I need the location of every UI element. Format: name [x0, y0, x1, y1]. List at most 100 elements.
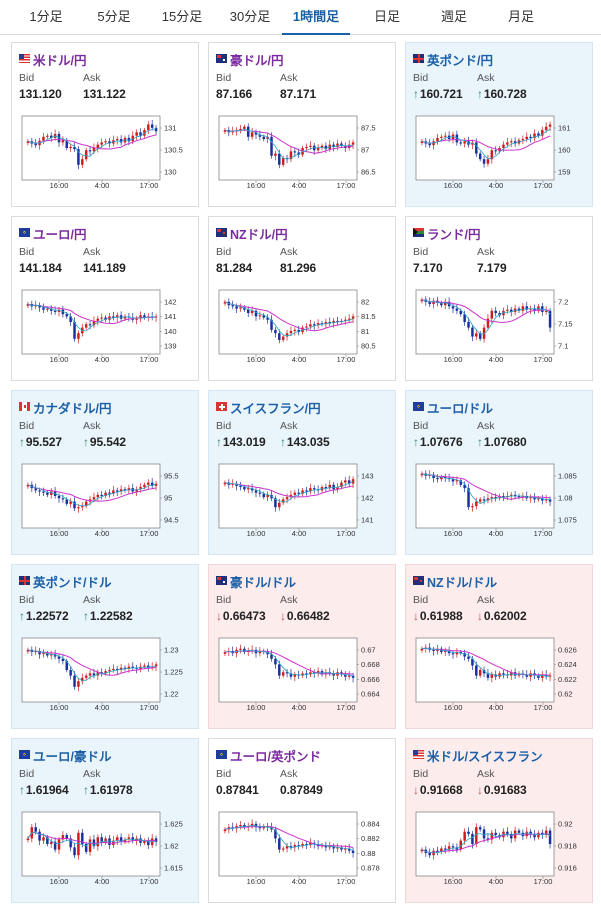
pair-name[interactable]: ユーロ/ドル	[427, 402, 493, 416]
currency-card[interactable]: 米ドル/スイスフラン Bid Ask ↓0.91668 ↓0.91683 0.92 0.91…	[405, 738, 593, 903]
candle-body	[459, 310, 463, 315]
price-chart[interactable]: 143 142 141 16:00 4:00 17:00	[216, 462, 386, 542]
currency-card[interactable]: NZドル/ドル Bid Ask ↓0.61988 ↓0.62002 0.626 0.624 0…	[405, 564, 593, 729]
currency-card[interactable]: 英ポンド/ドル Bid Ask ↑1.22572 ↑1.22582 1.23 1.225 1.…	[11, 564, 199, 729]
pair-name[interactable]: ユーロ/豪ドル	[33, 750, 112, 764]
tab-3[interactable]: 15分足	[161, 9, 203, 24]
tab-6[interactable]: 日足	[373, 9, 400, 24]
currency-card[interactable]: NZドル/円 Bid Ask 81.284 81.296 82 81.5 81 80.5 16:0…	[208, 216, 396, 381]
pair-title[interactable]: スイスフラン/円	[216, 398, 321, 416]
price-chart[interactable]: 1.625 1.62 1.615 16:00 4:00 17:00	[19, 810, 189, 890]
candle-body	[544, 310, 548, 312]
pair-name[interactable]: ユーロ/円	[33, 228, 87, 242]
pair-title[interactable]: ユーロ/円	[19, 224, 87, 242]
price-chart[interactable]: 95.5 95 94.5 16:00 4:00 17:00	[19, 462, 189, 542]
price-chart[interactable]: 1.085 1.08 1.075 16:00 4:00 17:00	[413, 462, 583, 542]
pair-name[interactable]: 米ドル/円	[33, 54, 87, 68]
candle-body	[100, 672, 103, 674]
price-chart[interactable]: 142 141 140 139 16:00 4:00 17:00	[19, 288, 189, 368]
candle-body	[147, 124, 150, 131]
currency-card[interactable]: 豪ドル/円 Bid Ask 87.166 87.171 87.5 87 86.5 16:00 4:…	[208, 42, 396, 207]
candle-body	[482, 499, 486, 501]
candle-body	[347, 480, 351, 484]
pair-name[interactable]: 英ポンド/ドル	[33, 576, 112, 590]
candle-body	[506, 142, 509, 145]
price-chart[interactable]: 87.5 87 86.5 16:00 4:00 17:00	[216, 114, 386, 194]
pair-title[interactable]: NZドル/円	[216, 224, 288, 242]
plot-frame	[21, 115, 161, 181]
currency-card[interactable]: ユーロ/円 Bid Ask 141.184 141.189 142 141 140 139 16:…	[11, 216, 199, 381]
price-chart[interactable]: 1.23 1.225 1.22 16:00 4:00 17:00	[19, 636, 189, 716]
pair-name[interactable]: ランド/円	[427, 228, 481, 242]
ask-label: Ask	[477, 768, 495, 780]
pair-title[interactable]: 米ドル/円	[19, 50, 87, 68]
price-chart[interactable]: 161 160 159 16:00 4:00 17:00	[413, 114, 583, 194]
pair-name[interactable]: 英ポンド/円	[427, 54, 493, 68]
pair-name[interactable]: NZドル/円	[230, 228, 288, 242]
price-chart[interactable]: 0.92 0.918 0.916 16:00 4:00 17:00	[413, 810, 583, 890]
pair-name[interactable]: 豪ドル/円	[230, 54, 284, 68]
pair-title[interactable]: カナダドル/円	[19, 398, 112, 416]
currency-card[interactable]: ユーロ/豪ドル Bid Ask ↑1.61964 ↑1.61978 1.625 1.62 1.…	[11, 738, 199, 903]
candle-body	[301, 844, 304, 847]
price-chart[interactable]: 82 81.5 81 80.5 16:00 4:00 17:00	[216, 288, 386, 368]
pair-title[interactable]: 英ポンド/ドル	[19, 572, 112, 590]
down-arrow-icon: ↓	[413, 783, 419, 797]
bid-label: Bid	[19, 72, 35, 84]
tab-5[interactable]: 1時間足	[282, 0, 350, 35]
pair-title[interactable]: 米ドル/スイスフラン	[413, 746, 543, 764]
candle-body	[77, 681, 80, 687]
pair-name[interactable]: NZドル/ドル	[427, 576, 498, 590]
tab-1[interactable]: 1分足	[29, 9, 63, 24]
pair-title[interactable]: NZドル/ドル	[413, 572, 498, 590]
tab-8[interactable]: 月足	[507, 9, 534, 24]
price-chart[interactable]: 0.626 0.624 0.622 0.62 16:00 4:00 17:00	[413, 636, 583, 716]
pair-name[interactable]: 米ドル/スイスフラン	[427, 750, 543, 764]
pair-title[interactable]: 豪ドル/円	[216, 50, 284, 68]
x-tick-label: 17:00	[337, 877, 356, 886]
candle-body	[34, 305, 37, 307]
pair-name[interactable]: ユーロ/英ポンド	[230, 750, 321, 764]
candle-body	[533, 308, 536, 311]
candle-body	[127, 137, 131, 142]
price-chart[interactable]: 7.2 7.15 7.1 16:00 4:00 17:00	[413, 288, 583, 368]
price-chart[interactable]: 0.884 0.882 0.88 0.878 16:00 4:00 17:00	[216, 810, 386, 890]
currency-card[interactable]: スイスフラン/円 Bid Ask ↑143.019 ↑143.035 143 142 141 1…	[208, 390, 396, 555]
currency-card[interactable]: 豪ドル/ドル Bid Ask ↓0.66473 ↓0.66482 0.67 0.668 0.6…	[208, 564, 396, 729]
moving-average-short	[224, 301, 354, 337]
candle-body	[541, 498, 544, 501]
currency-card[interactable]: ランド/円 Bid Ask 7.170 7.179 7.2 7.15 7.1 16:00 4:00…	[405, 216, 593, 381]
pair-title[interactable]: ユーロ/英ポンド	[216, 746, 321, 764]
candle-body	[486, 838, 490, 840]
bid-number: 95.527	[25, 435, 63, 449]
currency-card[interactable]: ユーロ/英ポンド Bid Ask 0.87841 0.87849 0.884 0.882 0.…	[208, 738, 396, 903]
x-tick-label: 16:00	[50, 877, 69, 886]
currency-card[interactable]: 米ドル/円 Bid Ask 131.120 131.122 131 130.5 130 16:0…	[11, 42, 199, 207]
pair-title[interactable]: ランド/円	[413, 224, 481, 242]
currency-card[interactable]: 英ポンド/円 Bid Ask ↑160.721 ↑160.728 161 160 159 16:…	[405, 42, 593, 207]
bid-value: ↑143.019	[216, 435, 266, 449]
candle-body	[61, 140, 65, 143]
bid-number: 0.87841	[216, 783, 259, 797]
currency-card[interactable]: カナダドル/円 Bid Ask ↑95.527 ↑95.542 95.5 95 94.5 16:…	[11, 390, 199, 555]
tab-7[interactable]: 週足	[440, 9, 467, 24]
price-chart[interactable]: 131 130.5 130 16:00 4:00 17:00	[19, 114, 189, 194]
candle-body	[351, 850, 355, 853]
pair-title[interactable]: ユーロ/ドル	[413, 398, 493, 416]
moving-average-short	[27, 831, 157, 847]
pair-title[interactable]: 豪ドル/ドル	[216, 572, 296, 590]
pair-name[interactable]: スイスフラン/円	[230, 402, 321, 416]
pair-title[interactable]: ユーロ/豪ドル	[19, 746, 112, 764]
candle-body	[243, 824, 246, 828]
candle-body	[104, 838, 107, 843]
pair-name[interactable]: 豪ドル/ドル	[230, 576, 296, 590]
bid-label: Bid	[216, 594, 232, 606]
pair-title[interactable]: 英ポンド/円	[413, 50, 493, 68]
price-chart[interactable]: 0.67 0.668 0.666 0.664 16:00 4:00 17:00	[216, 636, 386, 716]
candle-body	[26, 649, 30, 652]
pair-name[interactable]: カナダドル/円	[33, 402, 112, 416]
tab-2[interactable]: 5分足	[97, 9, 131, 24]
currency-card[interactable]: ユーロ/ドル Bid Ask ↑1.07676 ↑1.07680 1.085 1.08 1.0…	[405, 390, 593, 555]
tab-4[interactable]: 30分足	[229, 9, 271, 24]
bid-number: 0.61988	[419, 609, 463, 623]
